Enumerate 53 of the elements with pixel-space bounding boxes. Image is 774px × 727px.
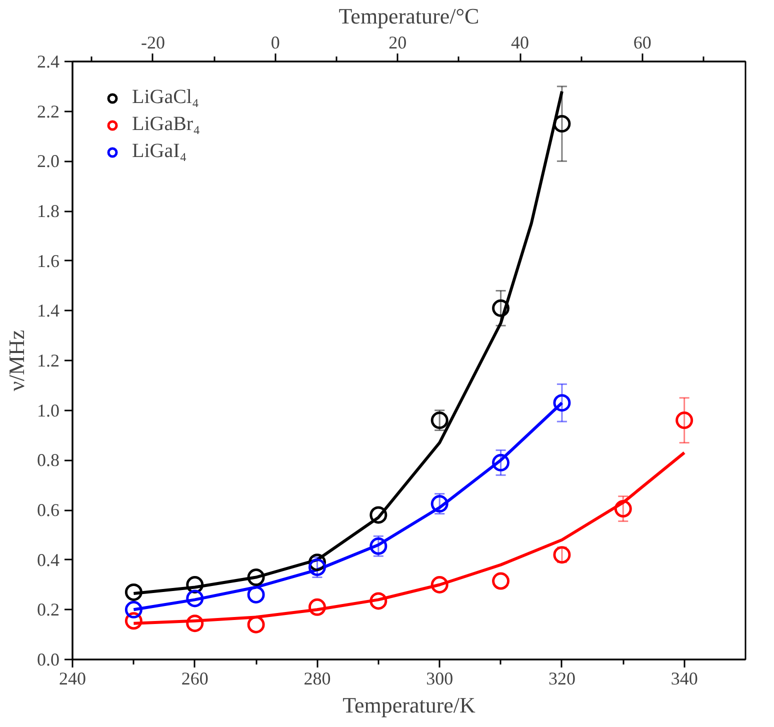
x-tick-label: 300 <box>426 668 454 688</box>
y-tick-label: 2.4 <box>37 52 60 72</box>
y-tick-label: 1.0 <box>37 400 60 420</box>
point <box>370 506 388 524</box>
y-tick-label: 0.0 <box>37 650 60 670</box>
point <box>247 616 265 634</box>
x-tick-label: 340 <box>670 668 698 688</box>
point <box>186 590 204 608</box>
legend-label: LiGaI₄ <box>132 140 187 163</box>
y-tick-label: 1.2 <box>37 350 60 370</box>
point <box>676 412 694 430</box>
point <box>370 537 388 555</box>
x-tick-label: 260 <box>181 668 208 688</box>
point <box>247 586 265 604</box>
y-tick-label: 1.4 <box>37 300 60 321</box>
legend-label: LiGaBr₄ <box>132 113 200 136</box>
point <box>553 546 571 564</box>
point <box>430 576 448 594</box>
x-tick-label: 240 <box>59 668 86 688</box>
y-tick-label: 1.8 <box>37 201 60 221</box>
x2-tick-label: 0 <box>270 32 280 52</box>
x2-tick-label: -20 <box>140 32 165 52</box>
point <box>492 299 510 317</box>
x-axis-title: Temperature/K <box>342 692 476 718</box>
x-tick-label: 280 <box>304 668 331 688</box>
y-tick-label: 0.2 <box>37 600 60 620</box>
y-tick-label: 1.6 <box>37 250 60 271</box>
point <box>492 572 510 590</box>
point <box>308 558 326 576</box>
y-tick-label: 0.8 <box>37 450 60 470</box>
x2-tick-label: 20 <box>388 32 407 52</box>
point <box>553 394 571 412</box>
point <box>247 568 265 586</box>
point <box>430 495 448 513</box>
point <box>308 598 326 616</box>
point <box>492 454 510 472</box>
x2-axis-title: Temperature/°C <box>338 4 480 28</box>
point <box>614 500 632 518</box>
point <box>553 115 571 133</box>
y-tick-label: 0.4 <box>37 550 60 570</box>
x2-tick-label: 60 <box>633 32 652 52</box>
x-tick-label: 320 <box>548 668 576 688</box>
y-tick-label: 2.2 <box>37 101 60 122</box>
point <box>124 600 142 618</box>
y-tick-label: 0.6 <box>37 500 60 520</box>
legend-label: LiGaCl₄ <box>132 86 199 109</box>
point <box>124 583 142 601</box>
y-tick-label: 2.0 <box>37 151 60 172</box>
point <box>186 614 204 632</box>
x2-tick-label: 40 <box>511 32 530 52</box>
point <box>370 592 388 610</box>
y-axis-title: ν/MHz <box>4 330 29 392</box>
point <box>430 412 448 430</box>
